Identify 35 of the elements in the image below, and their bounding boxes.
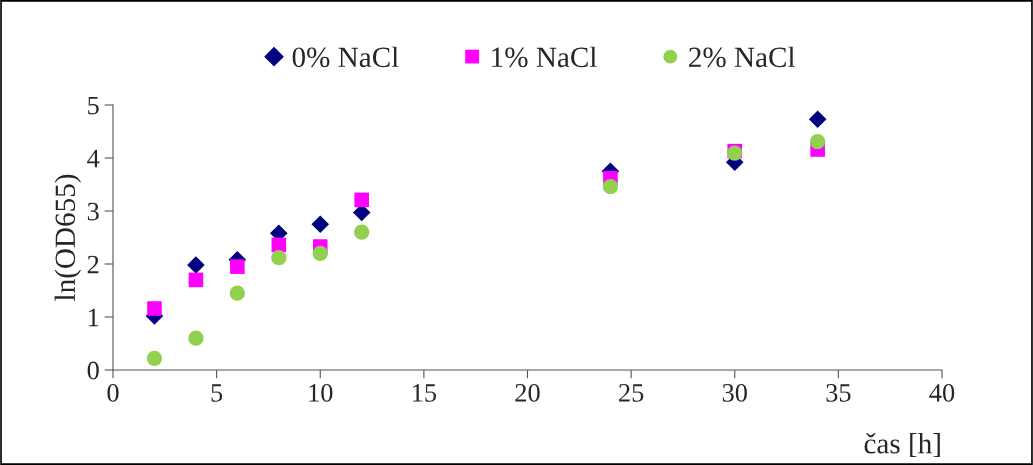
x-tick-label: 0 bbox=[107, 383, 119, 402]
point bbox=[187, 256, 205, 274]
point bbox=[229, 285, 245, 301]
y-tick-label: 5 bbox=[88, 96, 99, 115]
legend-label: 1% NaCl bbox=[492, 46, 597, 68]
legend-label: 0% NaCl bbox=[292, 46, 399, 68]
x-tick-label: 10 bbox=[309, 383, 333, 402]
point bbox=[312, 245, 328, 262]
point bbox=[146, 350, 163, 366]
legend-label: 2% NaCl bbox=[689, 46, 795, 68]
point bbox=[311, 215, 330, 234]
point bbox=[188, 330, 204, 346]
x-tick-label: 30 bbox=[722, 383, 747, 402]
x-tick-label: 15 bbox=[413, 384, 437, 402]
x-tick-label: 25 bbox=[619, 384, 644, 402]
point bbox=[230, 259, 245, 274]
y-tick-label: 2 bbox=[87, 255, 99, 274]
y-tick-label: 0 bbox=[87, 361, 99, 380]
point bbox=[808, 110, 827, 129]
x-axis-title: čas [h] bbox=[864, 432, 940, 458]
point bbox=[602, 179, 619, 195]
point bbox=[354, 224, 370, 240]
x-tick-label: 40 bbox=[929, 383, 955, 402]
y-tick-label: 3 bbox=[87, 202, 99, 221]
x-tick-label: 5 bbox=[211, 384, 223, 402]
x-tick-label: 35 bbox=[826, 384, 851, 402]
point bbox=[188, 272, 204, 288]
y-axis-title: ln(OD655) bbox=[54, 174, 82, 301]
y-tick-label: 1 bbox=[88, 308, 99, 327]
point bbox=[147, 301, 162, 316]
point bbox=[271, 250, 287, 266]
x-tick-label: 20 bbox=[515, 383, 540, 402]
y-tick-label: 4 bbox=[87, 149, 100, 168]
point bbox=[354, 192, 369, 208]
point bbox=[810, 133, 826, 150]
